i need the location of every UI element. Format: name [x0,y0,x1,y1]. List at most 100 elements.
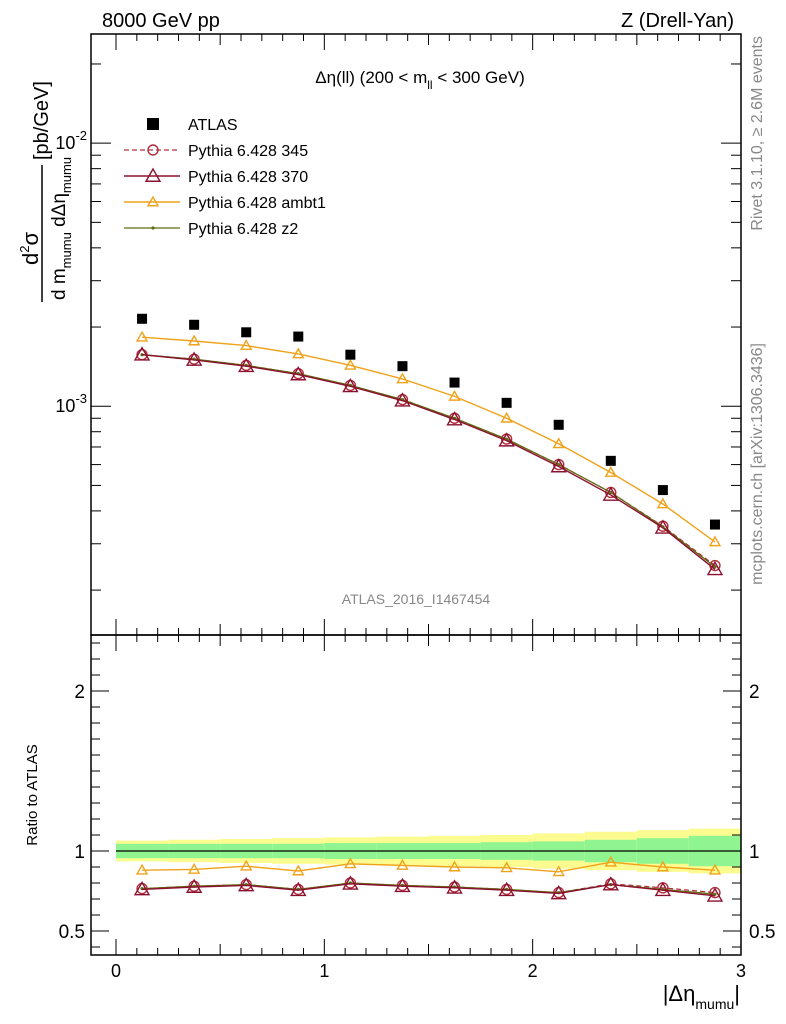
legend-marker-ambt1 [146,195,160,207]
ylabel-d2sigma: d2σ [17,232,43,265]
x-tick-label: 3 [736,961,746,981]
series-line-z2 [141,354,716,568]
point-ambt1 [292,347,305,359]
header-left: 8000 GeV pp [102,10,220,32]
ratio-y-tick-label-right: 0.5 [749,922,775,943]
point-ambt1 [552,437,565,449]
point-p370 [654,519,672,534]
ratio-line-p370 [142,883,716,897]
point-atlas [241,327,252,338]
ratio-point-ambt1 [552,865,565,877]
ylabel-units: [pb/GeV] [31,81,53,160]
point-ambt1 [344,358,357,370]
legend-marker-p345 [147,144,159,156]
title-sub: ll [427,78,432,92]
point-atlas [553,419,564,430]
point-p370 [602,486,619,501]
point-p370 [446,411,463,426]
legend-marker-z2 [151,226,155,230]
rivet-label: Rivet 3.1.10, ≥ 2.6M events [749,36,766,231]
main-series-layer [133,313,724,576]
legend-label-p345: Pythia 6.428 345 [188,143,308,160]
ratio-point-p370 [550,884,567,900]
point-ambt1 [448,389,461,401]
ratio-point-p370 [185,878,203,893]
ratio-point-ambt1 [344,857,357,869]
ratio-point-ambt1 [187,862,201,874]
ratio-point-ambt1 [292,864,305,876]
point-ambt1 [604,466,617,477]
point-atlas [709,519,720,530]
ratio-point-p370 [133,880,151,896]
ratio-point-ambt1 [396,858,409,870]
point-p370 [133,346,151,361]
ratio-y-tick-label-right: 1 [749,842,760,863]
y-tick-label: 10-3 [55,391,87,416]
ratio-point-ambt1 [448,860,461,872]
ratio-point-p370 [446,879,463,894]
point-atlas [397,361,408,372]
ratio-point-ambt1 [240,859,253,871]
main-ylabel: d2σ d mmumu dΔηmumu [pb/GeV] [17,81,74,302]
ratio-frame [90,634,742,956]
ratio-point-ambt1 [708,863,722,875]
y-tick-label: 10-2 [55,128,87,153]
ratio-y-tick-label-right: 2 [749,682,760,703]
point-ambt1 [187,334,201,346]
ratio-y-tick-label: 2 [74,682,85,703]
ratio-y-tick-label: 1 [74,842,85,863]
series-line-p345 [141,354,716,566]
ratio-point-p370 [342,875,359,890]
series-line-ambt1 [141,336,716,543]
legend-label-p370: Pythia 6.428 370 [188,169,308,186]
legend-label-atlas: ATLAS [188,117,238,134]
ratio-layer [116,828,741,902]
ratio-ylabel: Ratio to ATLAS [24,744,41,845]
legend-label-ambt1: Pythia 6.428 ambt1 [188,195,326,212]
main-title: Δη(ll) (200 < mll < 300 GeV) [315,68,524,92]
series-line-p370 [141,353,716,570]
ratio-line-ambt1 [142,861,716,873]
point-z2 [140,353,144,357]
ratio-y-tick-label: 0.5 [59,922,85,943]
x-tick-label: 2 [528,961,538,981]
point-p370 [706,560,724,576]
ratio-point-p370 [238,876,255,892]
point-ambt1 [240,339,253,351]
xlabel: |Δηmumu| [663,981,740,1012]
point-z2 [713,565,717,569]
ratio-point-p370 [602,876,619,891]
ratio-point-ambt1 [604,855,617,867]
ratio-point-ambt1 [135,863,149,875]
point-p370 [185,351,203,366]
ratio-point-p370 [706,887,724,902]
legend: ATLAS Pythia 6.428 345 Pythia 6.428 370 Pyt… [124,117,326,238]
point-ambt1 [135,330,149,342]
point-ambt1 [708,535,722,547]
mcplots-label: mcplots.cern.ch [arXiv:1306.3436] [749,343,766,585]
point-atlas [345,349,356,360]
point-p370 [238,357,255,373]
point-z2 [609,490,613,495]
point-ambt1 [500,411,513,423]
point-atlas [449,377,460,388]
point-p370 [290,366,307,381]
legend-marker-atlas [147,118,159,130]
legend-marker-p370 [144,167,162,182]
ratio-point-p370 [498,881,515,897]
point-atlas [501,397,512,408]
point-atlas [189,319,200,330]
header-right: Z (Drell-Yan) [621,10,734,32]
point-p370 [394,392,411,407]
point-atlas [605,455,616,466]
legend-label-z2: Pythia 6.428 z2 [188,221,298,238]
ratio-point-ambt1 [500,861,513,873]
ratio-point-p370 [394,877,411,893]
ratio-point-ambt1 [656,860,670,872]
point-atlas [657,485,668,496]
title-part-2: < 300 GeV) [433,68,525,87]
analysis-id: ATLAS_2016_I1467454 [342,591,491,607]
ratio-point-z2 [713,892,717,896]
point-p370 [498,432,515,447]
